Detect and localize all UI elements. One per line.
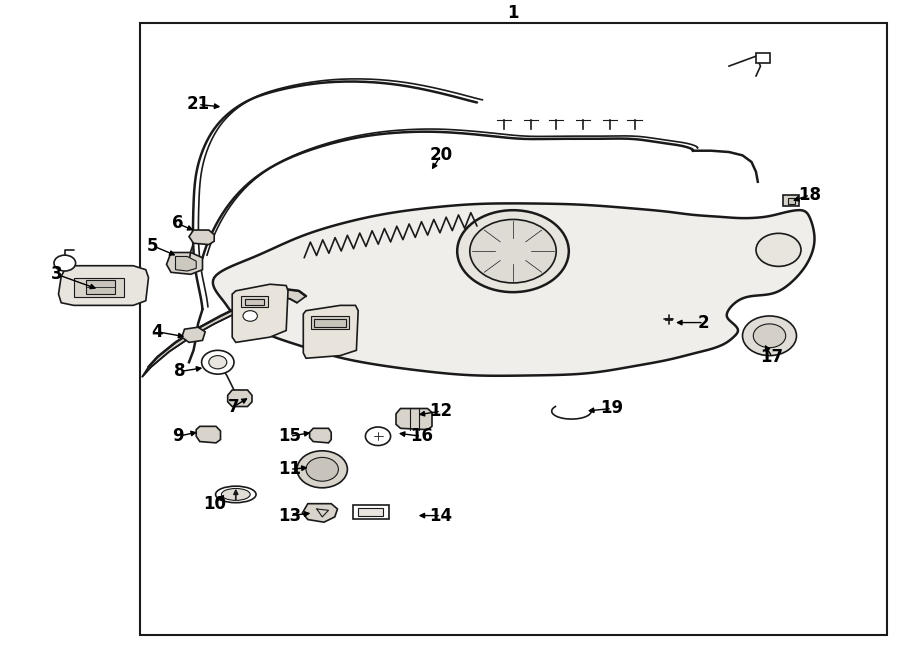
Ellipse shape [221,488,250,500]
Text: 2: 2 [698,313,709,332]
Polygon shape [396,408,432,430]
Text: 14: 14 [429,506,453,525]
Polygon shape [788,198,795,204]
Circle shape [753,324,786,348]
Polygon shape [241,296,268,307]
Polygon shape [310,428,331,443]
Circle shape [54,255,76,271]
Text: 16: 16 [410,427,433,446]
Polygon shape [176,256,196,271]
Text: 21: 21 [186,95,210,114]
Text: 7: 7 [229,397,239,416]
Circle shape [742,316,796,356]
Text: 3: 3 [51,265,62,284]
Polygon shape [310,316,349,329]
Text: 18: 18 [798,186,822,204]
Circle shape [297,451,347,488]
Polygon shape [245,299,264,305]
Polygon shape [58,266,148,305]
Text: 15: 15 [278,427,302,446]
Text: 5: 5 [148,237,158,255]
Circle shape [457,210,569,292]
Polygon shape [353,505,389,519]
Text: 20: 20 [429,146,453,165]
Polygon shape [302,504,338,522]
Polygon shape [189,230,214,245]
Text: 19: 19 [600,399,624,418]
Text: 12: 12 [429,402,453,420]
Text: 8: 8 [175,362,185,381]
Polygon shape [783,195,799,206]
Polygon shape [213,204,814,375]
Text: 17: 17 [760,348,784,366]
Polygon shape [756,53,770,63]
Circle shape [470,219,556,283]
Circle shape [756,233,801,266]
Polygon shape [74,278,124,297]
Ellipse shape [216,486,256,502]
Polygon shape [232,284,288,342]
Circle shape [202,350,234,374]
Text: 1: 1 [508,4,518,22]
Polygon shape [142,290,306,377]
Polygon shape [182,327,205,342]
Polygon shape [228,390,252,407]
Polygon shape [166,253,202,274]
Polygon shape [358,508,383,516]
Text: 9: 9 [173,427,184,446]
Circle shape [209,356,227,369]
Text: 13: 13 [278,506,302,525]
Circle shape [243,311,257,321]
Text: 6: 6 [172,214,183,233]
Text: 10: 10 [202,494,226,513]
Circle shape [365,427,391,446]
Bar [140,23,886,635]
Polygon shape [314,319,346,327]
Polygon shape [303,305,358,358]
Circle shape [306,457,338,481]
Polygon shape [86,280,115,294]
Text: 11: 11 [278,460,302,479]
Text: 4: 4 [152,323,163,341]
Polygon shape [196,426,220,443]
